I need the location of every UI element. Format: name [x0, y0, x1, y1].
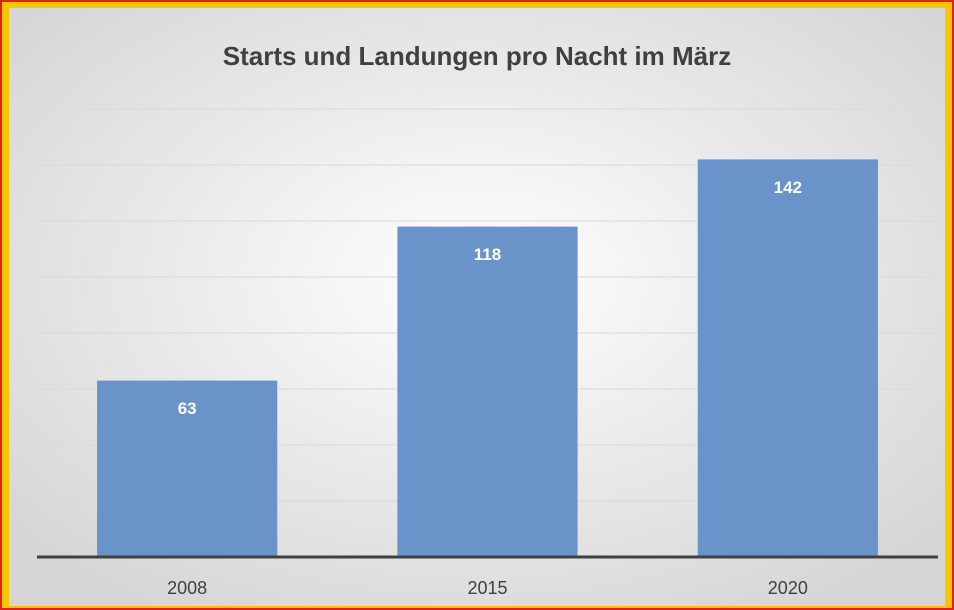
x-tick-label: 2015: [467, 578, 507, 598]
data-label: 118: [474, 245, 501, 264]
data-label: 142: [774, 178, 802, 197]
bar: [97, 380, 278, 557]
data-label: 63: [178, 399, 197, 418]
chart-title: Starts und Landungen pro Nacht im März: [223, 41, 731, 71]
bar: [397, 226, 578, 557]
bar: [697, 159, 878, 557]
x-tick-label: 2020: [768, 578, 808, 598]
x-tick-label: 2008: [167, 578, 207, 598]
